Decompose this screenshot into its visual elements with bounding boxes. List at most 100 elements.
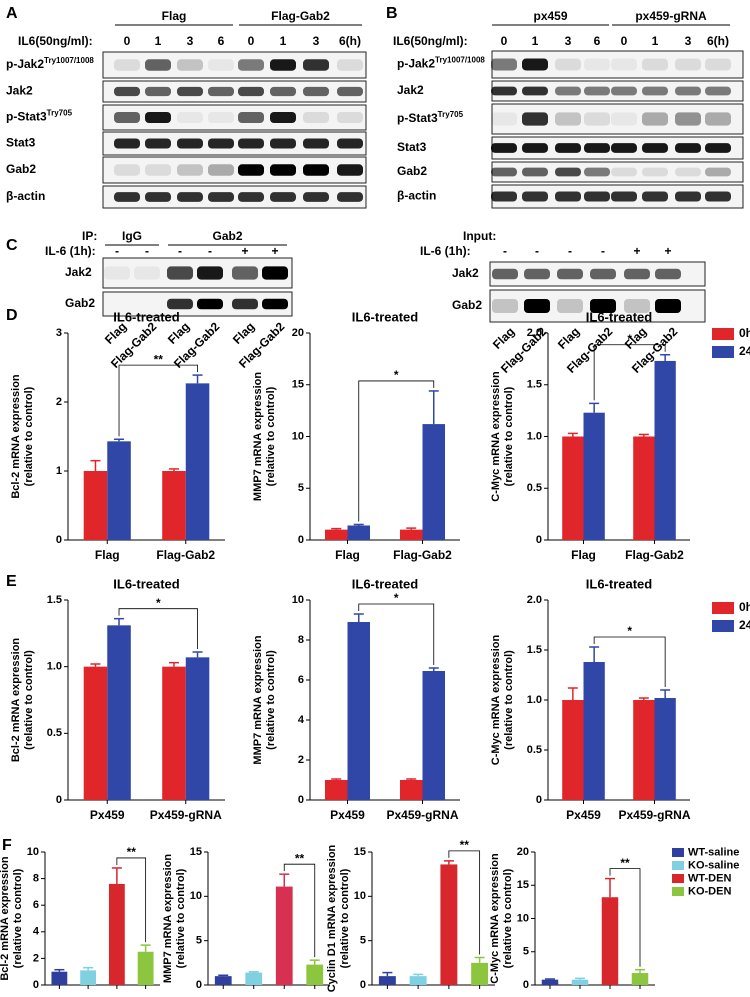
y-tick-label: 8	[33, 873, 39, 885]
blot-band	[642, 112, 668, 126]
y-tick-label: 5	[360, 935, 366, 947]
row-name: β-actin	[397, 189, 436, 203]
y-tick-label: 1.0	[47, 661, 62, 673]
lane-label: 6	[594, 34, 601, 48]
row-label: Stat3	[397, 140, 427, 154]
blot-band	[337, 138, 363, 149]
blot-band	[555, 167, 581, 177]
significance-label: *	[627, 332, 632, 346]
row-name: Stat3	[397, 140, 427, 154]
blot-band	[584, 143, 610, 153]
blot-band	[557, 298, 583, 314]
blot-band	[177, 192, 203, 202]
panel-letter: C	[6, 237, 18, 254]
y-tick-label: 15	[190, 846, 202, 858]
blot-band	[642, 191, 668, 202]
blot-band	[134, 299, 160, 310]
bar	[631, 973, 649, 985]
legend-label: 24h	[739, 344, 750, 358]
blot-band	[675, 191, 701, 202]
blot-band	[270, 192, 296, 202]
y-tick-label: 10	[292, 430, 304, 442]
row-superscript: Try705	[438, 110, 464, 119]
significance-label: **	[295, 851, 305, 865]
row-name: p-Stat3	[6, 110, 47, 124]
lane-label: 6(h)	[339, 34, 361, 48]
y-tick-label: 5	[523, 946, 529, 958]
blot-band	[705, 86, 731, 96]
bar	[325, 780, 348, 800]
blot-band	[555, 58, 581, 71]
blot-band	[208, 112, 234, 123]
lane-name: Flag	[555, 324, 582, 351]
chart-title: IL6-treated	[113, 309, 180, 324]
blot-band	[337, 192, 363, 202]
y-axis-label: (relative to control)	[12, 868, 24, 968]
blot-band	[270, 112, 296, 123]
lane-label: 1	[155, 34, 162, 48]
blot-band	[270, 164, 296, 176]
group-label: Gab2	[212, 229, 242, 243]
blot-band	[642, 86, 668, 96]
bar	[422, 671, 445, 800]
x-tick-label: Flag-Gab2	[393, 548, 452, 562]
legend-label: 0h	[739, 600, 750, 614]
blot-band	[675, 58, 701, 71]
y-tick-label: 1.0	[527, 694, 542, 706]
lane-name: Flag	[622, 324, 649, 351]
legend-label: 0h	[739, 326, 750, 340]
blot-band	[145, 59, 171, 71]
lane-name: Flag	[490, 324, 517, 351]
y-tick-label: 0	[536, 534, 542, 546]
significance-bracket	[116, 857, 147, 943]
blot-band	[705, 191, 731, 202]
row-superscript: Try705	[47, 108, 73, 117]
legend-swatch	[672, 861, 684, 870]
y-tick-label: 0	[33, 979, 39, 991]
row-label: Jak2	[6, 84, 33, 98]
y-tick-label: 4	[298, 714, 305, 726]
chart-title: IL6-treated	[352, 576, 419, 591]
blot-band	[555, 112, 581, 126]
ip-label: IP:	[82, 229, 97, 243]
row-label: Jak2	[397, 83, 424, 97]
blot-band	[145, 138, 171, 149]
bar	[409, 976, 427, 985]
blot-band	[555, 143, 581, 153]
blot-band	[303, 164, 329, 176]
blot-band	[337, 164, 363, 176]
bar	[185, 383, 210, 540]
row-name: Jak2	[397, 83, 424, 97]
blot-band	[624, 298, 650, 314]
blot-band	[584, 191, 610, 202]
chart-title: IL6-treated	[586, 576, 653, 591]
significance-bracket	[118, 364, 198, 437]
blot-band	[145, 192, 171, 202]
chart-title: IL6-treated	[352, 309, 419, 324]
row-label: p-Jak2Try1007/1008	[6, 56, 94, 72]
blot-band	[238, 138, 264, 149]
y-tick-label: 10	[292, 594, 304, 606]
y-tick-label: 10	[354, 890, 366, 902]
y-tick-label: 2.0	[527, 594, 542, 606]
blot-band	[177, 59, 203, 71]
y-axis-label: (relative to control)	[503, 386, 515, 486]
row-label: Stat3	[6, 136, 36, 150]
blot-band	[303, 59, 329, 71]
blot-band	[491, 112, 517, 126]
treatment-label: IL-6 (1h):	[420, 244, 471, 258]
x-tick-label: Flag	[95, 548, 120, 562]
blot-band	[611, 112, 637, 126]
lane-label: 3	[565, 34, 572, 48]
bar	[601, 897, 619, 985]
legend-swatch	[672, 874, 684, 883]
blot-band	[337, 86, 363, 97]
legend-swatch	[712, 328, 734, 340]
blot-band	[624, 268, 650, 280]
y-tick-label: 5	[298, 482, 304, 494]
blot-band	[167, 266, 193, 280]
row-name: p-Stat3	[397, 111, 438, 125]
y-axis-label: (relative to control)	[503, 650, 515, 750]
blot-band	[675, 86, 701, 96]
chart-title: IL6-treated	[586, 309, 653, 324]
